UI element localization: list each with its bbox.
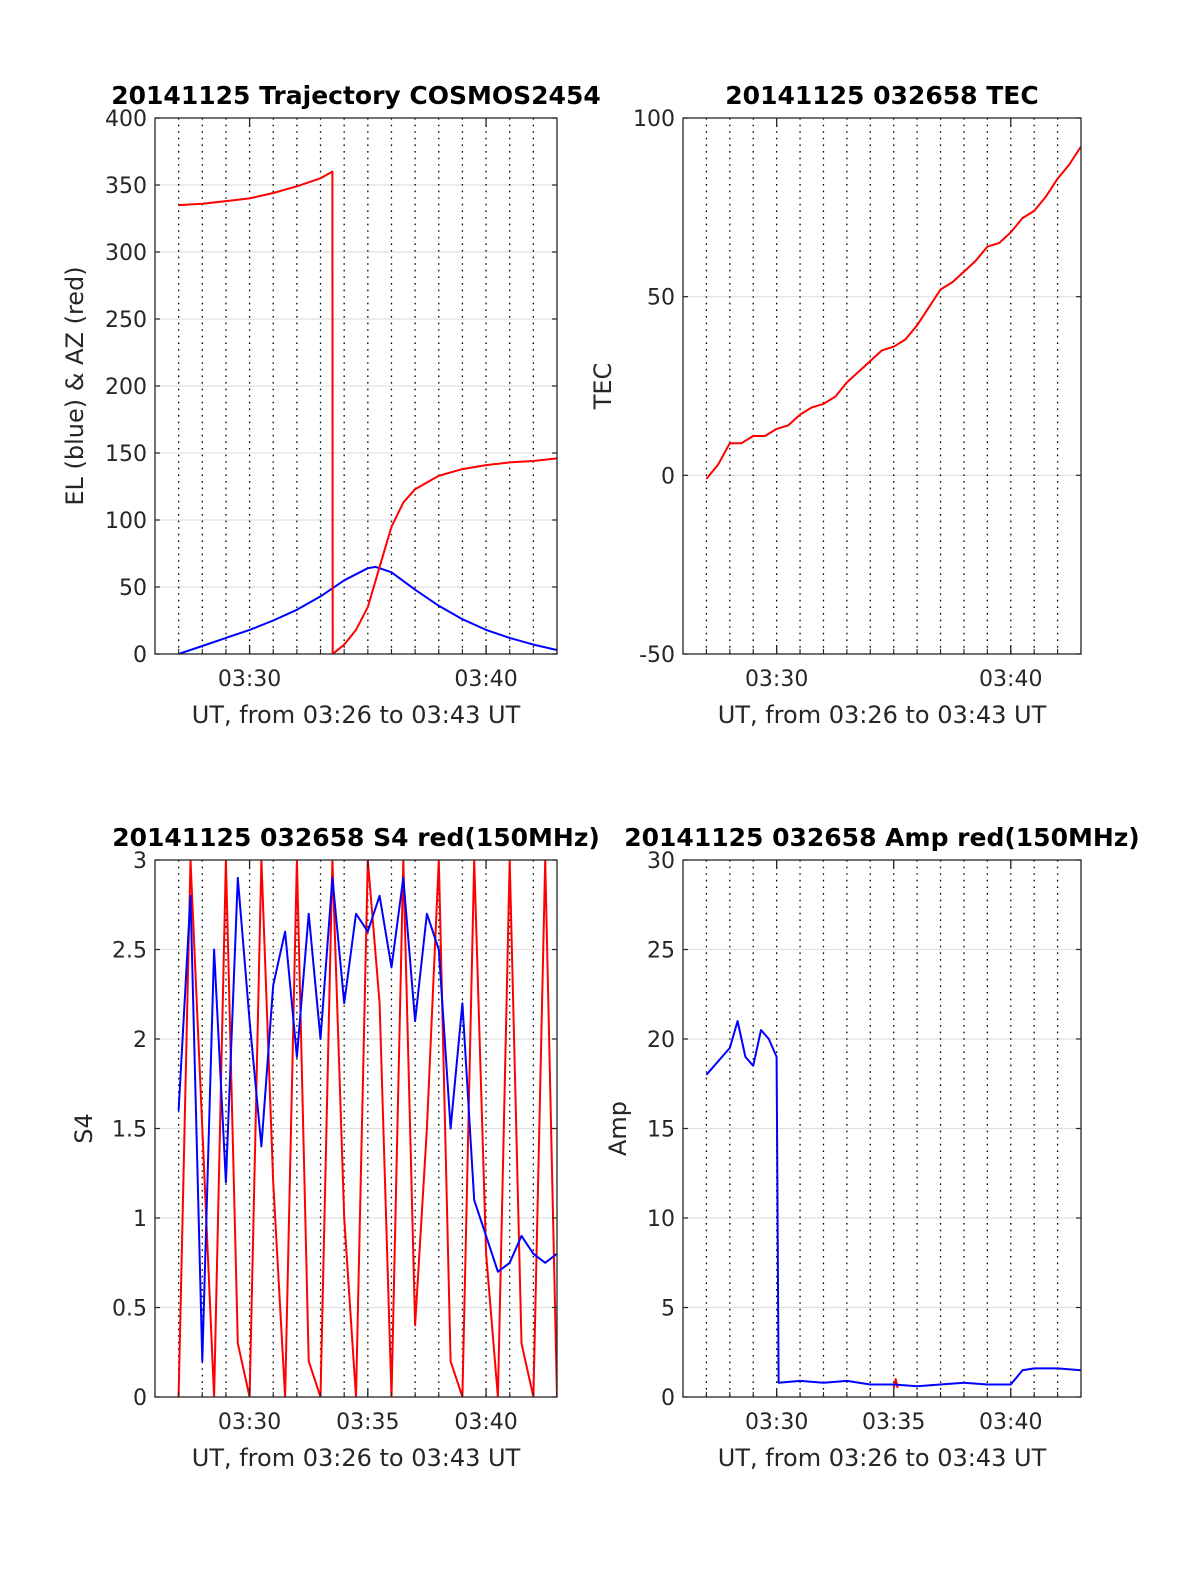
chart-panel-1: 0 50 100 150 200 250 300 350 400 03:30 03:40 201411…	[61, 81, 601, 729]
y-tick-label: 400	[105, 107, 147, 132]
x-axis-label: UT, from 03:26 to 03:43 UT	[192, 1444, 521, 1472]
x-tick-label: 03:40	[454, 667, 517, 692]
x-tick-label: 03:30	[218, 1410, 281, 1435]
y-tick-label: 3	[133, 849, 147, 874]
x-tick-label: 03:40	[979, 667, 1042, 692]
y-tick-label: 200	[105, 375, 147, 400]
x-axis-label: UT, from 03:26 to 03:43 UT	[718, 701, 1047, 729]
x-tick-label: 03:30	[745, 667, 808, 692]
y-tick-label: 350	[105, 174, 147, 199]
chart-title: 20141125 Trajectory COSMOS2454	[111, 81, 601, 110]
chart-title: 20141125 032658 S4 red(150MHz)	[112, 823, 600, 852]
y-tick-label: 250	[105, 308, 147, 333]
y-axis-label: S4	[70, 1113, 98, 1144]
y-tick-label: -50	[639, 643, 675, 668]
y-tick-label: 1	[133, 1207, 147, 1232]
axes-box	[682, 117, 1082, 655]
y-tick-label: 30	[647, 849, 675, 874]
x-tick-label: 03:35	[862, 1410, 925, 1435]
y-tick-label: 0.5	[112, 1297, 147, 1322]
series-line-2	[705, 1020, 1081, 1388]
y-tick-label: 20	[647, 1028, 675, 1053]
y-tick-label: 0	[133, 1386, 147, 1411]
series-line-2	[177, 876, 557, 1363]
series-line-2	[178, 170, 557, 654]
y-tick-label: 0	[661, 464, 675, 489]
x-tick-label: 03:40	[979, 1410, 1042, 1435]
x-axis-label: UT, from 03:26 to 03:43 UT	[718, 1444, 1047, 1472]
y-tick-label: 1.5	[112, 1118, 147, 1143]
y-tick-label: 15	[647, 1118, 675, 1143]
chart-title: 20141125 032658 TEC	[725, 81, 1038, 110]
series-line-1	[177, 860, 557, 1397]
y-tick-label: 300	[105, 241, 147, 266]
chart-panel-3: 0 0.5 1 1.5 2 2.5 3 03:30 03:35 03:40 20141125 032…	[70, 823, 600, 1472]
y-tick-label: 100	[105, 509, 147, 534]
series-line-1	[178, 565, 557, 654]
y-tick-label: 10	[647, 1207, 675, 1232]
y-tick-label: 2	[133, 1028, 147, 1053]
y-tick-label: 25	[647, 939, 675, 964]
y-tick-label: 50	[647, 286, 675, 311]
y-tick-label: 2.5	[112, 939, 147, 964]
y-axis-label: TEC	[589, 363, 617, 411]
x-tick-label: 03:35	[336, 1410, 399, 1435]
y-tick-label: 0	[661, 1386, 675, 1411]
series-line-1	[705, 146, 1081, 480]
x-tick-label: 03:40	[454, 1410, 517, 1435]
chart-panel-2: -50 0 50 100 03:30 03:40 20141125 032658 TEC UT…	[589, 81, 1082, 729]
y-axis-label: EL (blue) & AZ (red)	[61, 266, 89, 505]
y-tick-label: 5	[661, 1297, 675, 1322]
y-tick-label: 50	[119, 576, 147, 601]
y-tick-label: 100	[633, 107, 675, 132]
y-tick-label: 150	[105, 442, 147, 467]
x-tick-label: 03:30	[218, 667, 281, 692]
y-tick-label: 0	[133, 643, 147, 668]
x-tick-label: 03:30	[745, 1410, 808, 1435]
chart-title: 20141125 032658 Amp red(150MHz)	[624, 823, 1140, 852]
x-axis-label: UT, from 03:26 to 03:43 UT	[192, 701, 521, 729]
y-axis-label: Amp	[604, 1101, 632, 1156]
chart-panel-4: 0 5 10 15 20 25 30 03:30 03:35 03:40 20141125 0326…	[604, 823, 1140, 1472]
